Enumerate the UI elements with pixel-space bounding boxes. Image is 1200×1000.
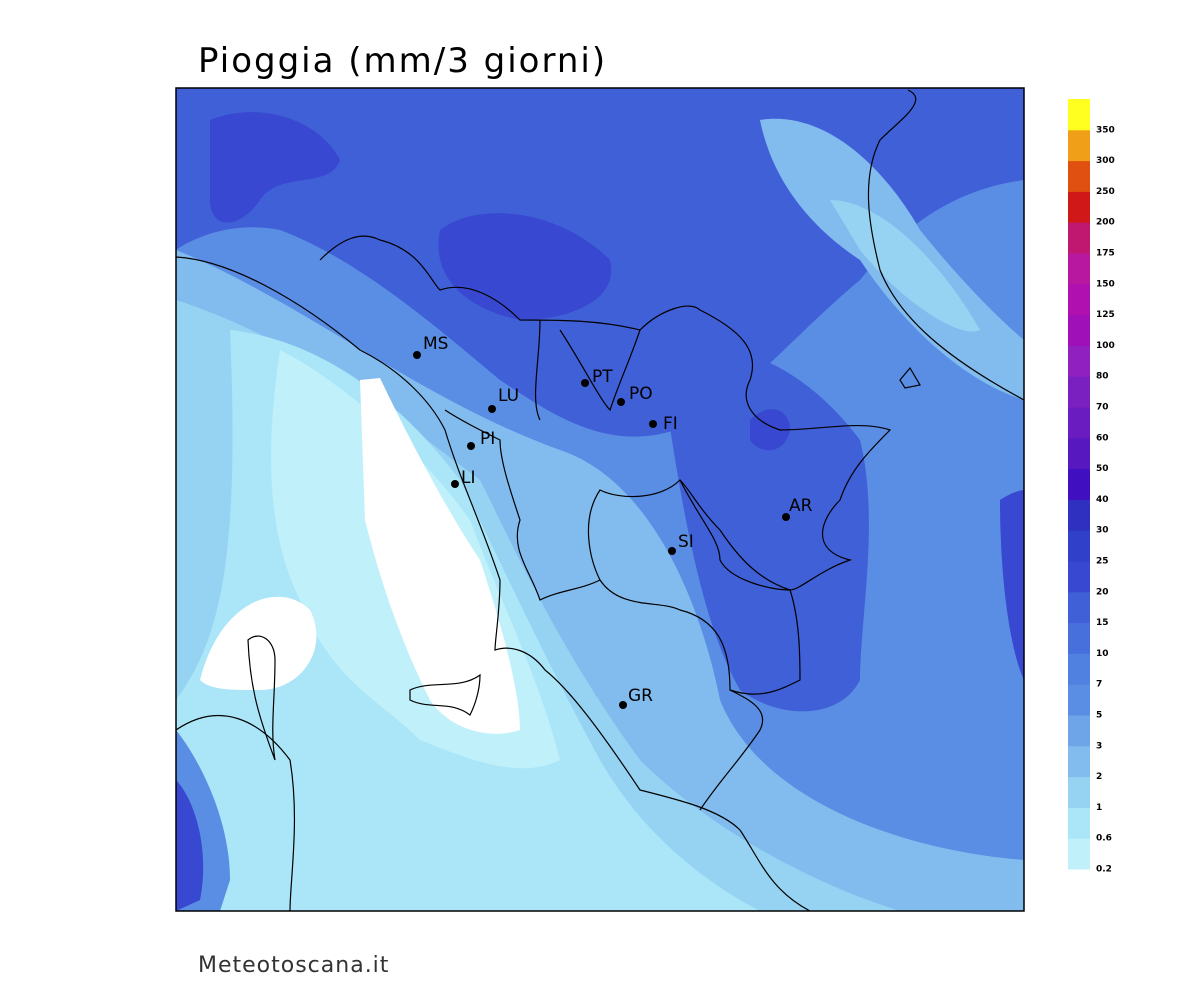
- legend-swatch: [1068, 468, 1090, 500]
- legend-label: 80: [1096, 372, 1109, 382]
- city-label: SI: [678, 532, 694, 552]
- city-label: GR: [628, 686, 653, 706]
- legend-swatch: [1068, 622, 1090, 654]
- legend-label: 0.6: [1096, 834, 1112, 844]
- legend-label: 0.2: [1096, 865, 1112, 875]
- legend-swatch: [1068, 160, 1090, 192]
- city-label: PI: [480, 429, 495, 449]
- legend-swatch: [1068, 407, 1090, 439]
- legend-label: 3: [1096, 741, 1102, 751]
- legend-label: 20: [1096, 587, 1109, 597]
- legend-label: 1: [1096, 803, 1102, 813]
- legend-label: 200: [1096, 218, 1115, 228]
- legend-label: 60: [1096, 433, 1109, 443]
- legend-label: 15: [1096, 618, 1109, 628]
- city-label: PO: [629, 384, 653, 404]
- map: [176, 88, 1024, 911]
- legend-swatch: [1068, 222, 1090, 254]
- legend-swatch: [1068, 838, 1090, 870]
- legend-swatch: [1068, 499, 1090, 531]
- legend-swatch: [1068, 776, 1090, 808]
- legend-swatch: [1068, 129, 1090, 162]
- legend-swatch: [1068, 807, 1090, 839]
- legend-label: 10: [1096, 649, 1109, 659]
- legend-swatch: [1068, 653, 1090, 685]
- legend-label: 300: [1096, 156, 1115, 166]
- legend-label: 100: [1096, 341, 1115, 351]
- legend-label: 40: [1096, 495, 1109, 505]
- legend-swatch: [1068, 283, 1090, 316]
- legend: 0.2 0.6 1 2 3 5 7 10 15 20 25 30 40 50 60 70 80 100 125 150…: [1068, 99, 1115, 875]
- legend-label: 5: [1096, 711, 1102, 721]
- legend-swatch: [1068, 99, 1090, 131]
- legend-label: 30: [1096, 526, 1109, 536]
- legend-label: 25: [1096, 557, 1109, 567]
- legend-label: 70: [1096, 403, 1109, 413]
- legend-label: 150: [1096, 279, 1115, 289]
- title: Pioggia (mm/3 giorni): [198, 41, 607, 81]
- legend-swatch: [1068, 561, 1090, 593]
- legend-label: 125: [1096, 310, 1115, 320]
- legend-label: 2: [1096, 772, 1102, 782]
- city-label: FI: [663, 414, 678, 434]
- legend-label: 50: [1096, 464, 1109, 474]
- footer: Meteotoscana.it: [198, 953, 389, 978]
- legend-swatch: [1068, 345, 1090, 377]
- legend-label: 350: [1096, 125, 1115, 135]
- legend-swatch: [1068, 376, 1090, 408]
- legend-swatch: [1068, 591, 1090, 624]
- legend-label: 250: [1096, 187, 1115, 197]
- city-label: LU: [498, 386, 519, 406]
- legend-label: 7: [1096, 680, 1102, 690]
- legend-swatch: [1068, 314, 1090, 346]
- city-label: LI: [461, 468, 476, 488]
- legend-swatch: [1068, 437, 1090, 470]
- legend-swatch: [1068, 253, 1090, 285]
- city-label: MS: [423, 334, 448, 354]
- city-label: PT: [592, 367, 613, 387]
- legend-swatch: [1068, 684, 1090, 716]
- city-label: AR: [789, 496, 813, 516]
- legend-label: 175: [1096, 249, 1115, 259]
- legend-swatch: [1068, 715, 1090, 747]
- legend-swatch: [1068, 745, 1090, 778]
- map-frame: [175, 87, 1025, 912]
- legend-swatch: [1068, 191, 1090, 223]
- legend-swatch: [1068, 530, 1090, 562]
